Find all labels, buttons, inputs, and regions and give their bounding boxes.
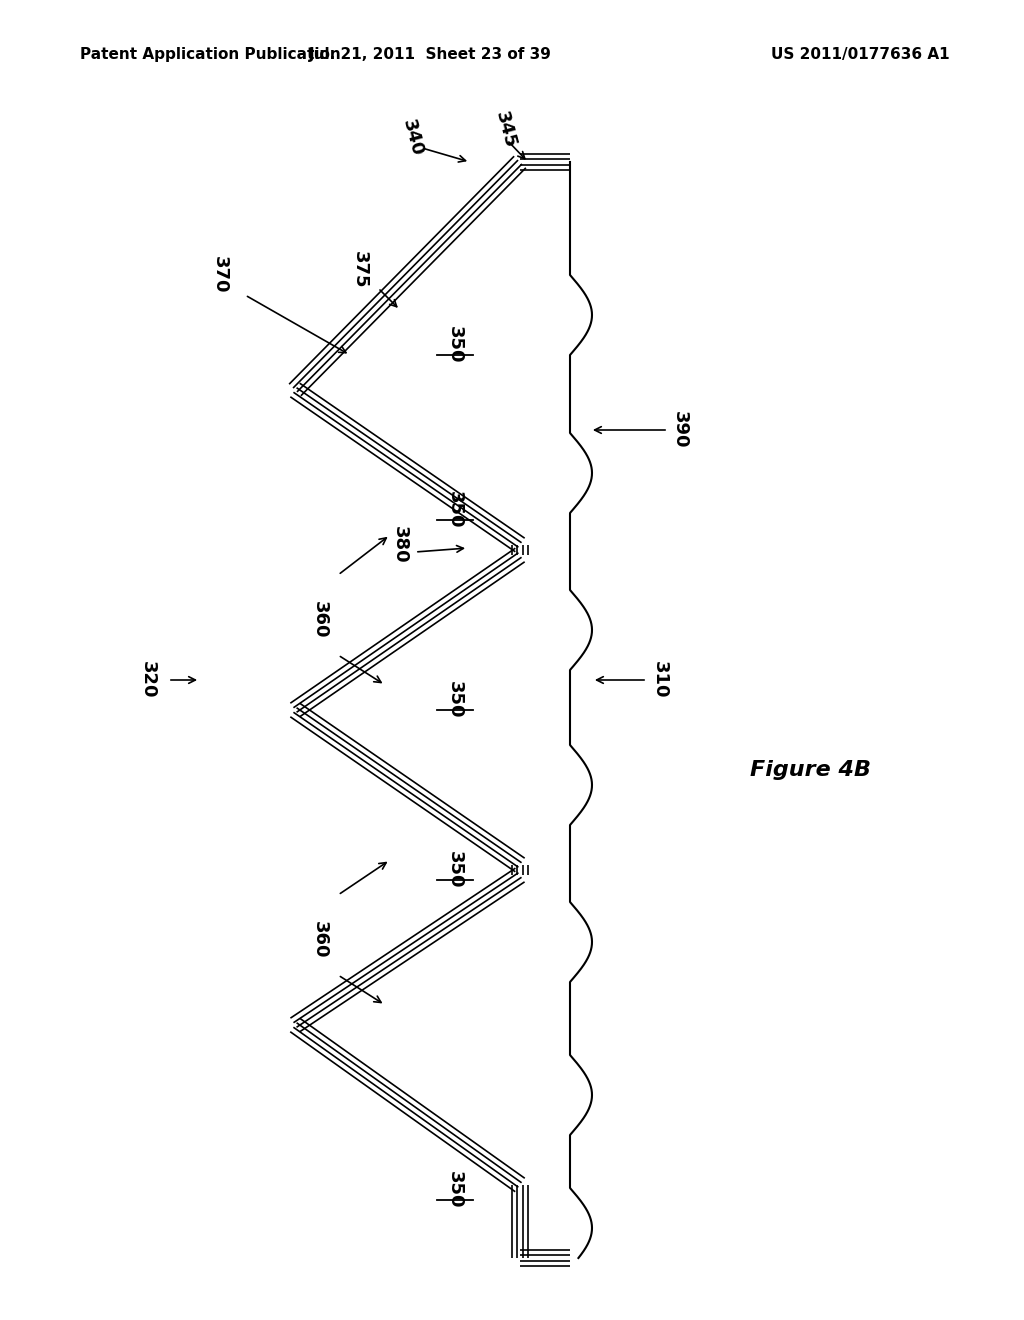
Text: 370: 370 bbox=[211, 256, 229, 294]
Text: 340: 340 bbox=[398, 117, 426, 158]
Text: Jul. 21, 2011  Sheet 23 of 39: Jul. 21, 2011 Sheet 23 of 39 bbox=[308, 48, 552, 62]
Text: 345: 345 bbox=[492, 110, 518, 150]
Text: 350: 350 bbox=[446, 326, 464, 364]
Text: Figure 4B: Figure 4B bbox=[750, 760, 871, 780]
Text: 360: 360 bbox=[311, 601, 329, 639]
Text: Patent Application Publication: Patent Application Publication bbox=[80, 48, 341, 62]
Text: US 2011/0177636 A1: US 2011/0177636 A1 bbox=[771, 48, 950, 62]
Text: 350: 350 bbox=[446, 851, 464, 888]
Text: 320: 320 bbox=[139, 661, 157, 698]
Text: 380: 380 bbox=[391, 527, 409, 564]
Text: 350: 350 bbox=[446, 491, 464, 529]
Text: 350: 350 bbox=[446, 681, 464, 719]
Text: 310: 310 bbox=[651, 661, 669, 698]
Text: 375: 375 bbox=[351, 251, 369, 289]
Text: 350: 350 bbox=[446, 1171, 464, 1209]
Text: 360: 360 bbox=[311, 921, 329, 958]
Text: 390: 390 bbox=[671, 412, 689, 449]
